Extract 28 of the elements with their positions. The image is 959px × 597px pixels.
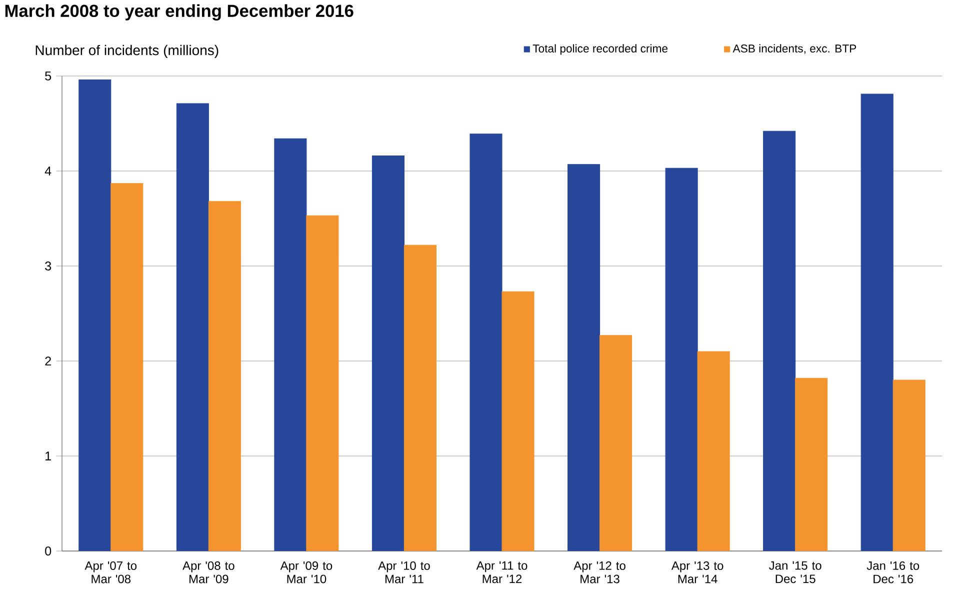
y-tick-label: 5: [45, 72, 52, 80]
x-tick-label: Apr '10 to Mar '11: [378, 561, 430, 584]
legend-label: Total police recorded crime: [532, 44, 668, 55]
bar: [176, 103, 209, 552]
bar: [665, 168, 698, 552]
y-tick-label: 3: [45, 262, 52, 270]
bar: [372, 156, 404, 552]
bar: [860, 94, 894, 552]
bar: [78, 80, 112, 552]
x-tick-label: Apr '12 to Mar '13: [574, 561, 626, 584]
x-tick-label: Apr '09 to Mar '10: [280, 561, 332, 584]
y-tick-label: 1: [46, 452, 51, 460]
legend-label: ASB incidents, exc. BTP: [732, 44, 856, 54]
x-tick-label: Apr '13 to Mar '14: [671, 561, 724, 584]
x-tick-label: Apr '07 to Mar '08: [84, 561, 137, 584]
chart-title: March 2008 to year ending December 2016: [5, 4, 354, 21]
y-tick-label: 0: [45, 546, 52, 556]
x-tick-label: Apr '11 to Mar '12: [476, 561, 528, 584]
x-tick-label: Apr '08 to Mar '09: [182, 561, 234, 584]
y-axis-title: Number of incidents (millions): [36, 44, 218, 58]
bar: [763, 130, 796, 552]
y-tick-label: 2: [45, 356, 51, 366]
x-tick-label: Jan '15 to Dec '15: [769, 561, 822, 584]
bar: [274, 138, 307, 552]
bar: [470, 134, 502, 552]
bar: [568, 164, 600, 552]
x-tick-label: Jan '16 to Dec '16: [866, 561, 920, 584]
y-tick-label: 4: [44, 166, 52, 176]
